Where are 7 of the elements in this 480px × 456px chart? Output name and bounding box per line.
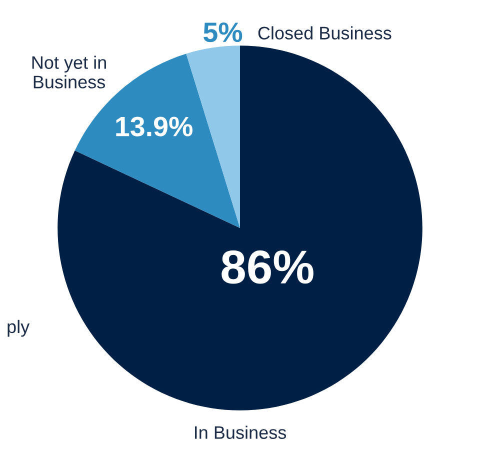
- data-label: 13.9%: [116, 116, 192, 136]
- data-label: 5%: [204, 22, 242, 42]
- slice-label: In Business: [195, 426, 286, 439]
- slice-label: Not yet in Business: [32, 56, 106, 88]
- slice-label: Closed Business: [258, 26, 392, 40]
- text: ply: [8, 320, 30, 337]
- data-label: 86%: [222, 250, 314, 284]
